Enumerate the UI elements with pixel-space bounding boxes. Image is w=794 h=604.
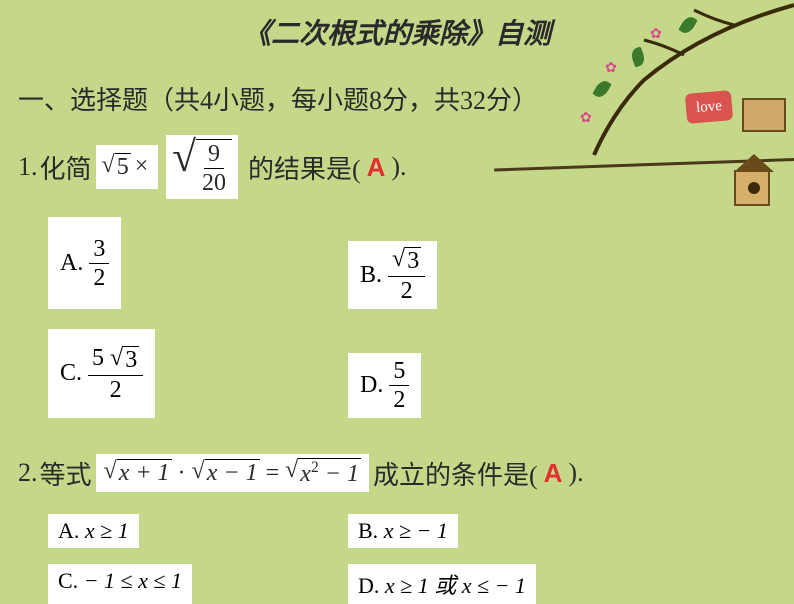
q2-prefix: 等式 xyxy=(40,455,92,492)
q1-close: ). xyxy=(391,152,406,182)
q1-option-c: C. 5 √3 2 xyxy=(48,329,155,418)
q2-suffix: 成立的条件是( xyxy=(373,455,538,492)
q2-options: A. x ≥ 1 B. x ≥ − 1 C. − 1 ≤ x ≤ 1 D. x … xyxy=(48,514,794,604)
question-2: 2. 等式 √x + 1 · √x − 1 = √x2 − 1 成立的条件是( … xyxy=(18,454,794,491)
q2-number: 2. xyxy=(18,458,38,488)
q2-expr: √x + 1 · √x − 1 = √x2 − 1 xyxy=(96,454,369,491)
birdhouse-icon xyxy=(734,170,770,206)
question-1: 1. 化简 √5 × √ 9 20 的结果是( A ). xyxy=(18,135,794,199)
q1-option-d: D. 52 xyxy=(348,353,421,418)
section-header: 一、选择题（共4小题，每小题8分，共32分） xyxy=(18,80,794,117)
q2-answer: A xyxy=(538,458,569,489)
q2-option-c: C. − 1 ≤ x ≤ 1 xyxy=(48,564,192,604)
page-title: 《二次根式的乘除》自测 xyxy=(0,0,794,52)
flower-icon: ✿ xyxy=(605,60,619,74)
q1-option-a: A. 32 xyxy=(48,217,121,309)
q1-options: A. 32 B. √3 2 C. 5 √3 2 D. 52 xyxy=(48,217,794,418)
flower-icon: ✿ xyxy=(580,110,594,124)
q1-suffix: 的结果是( xyxy=(248,149,361,186)
q2-close: ). xyxy=(568,458,583,488)
q2-option-b: B. x ≥ − 1 xyxy=(348,514,458,548)
q1-sqrt5: √5 × xyxy=(96,145,159,188)
q1-option-b: B. √3 2 xyxy=(348,241,437,309)
q1-prefix: 化简 xyxy=(40,149,92,186)
hanging-box-icon xyxy=(742,98,786,132)
q2-option-a: A. x ≥ 1 xyxy=(48,514,139,548)
q1-number: 1. xyxy=(18,152,38,182)
love-badge: love xyxy=(685,90,733,124)
flower-icon: ✿ xyxy=(650,26,664,40)
q2-option-d: D. x ≥ 1 或 x ≤ − 1 xyxy=(348,564,536,604)
q1-answer: A xyxy=(361,152,392,183)
q1-sqrt-frac: √ 9 20 xyxy=(166,135,238,199)
